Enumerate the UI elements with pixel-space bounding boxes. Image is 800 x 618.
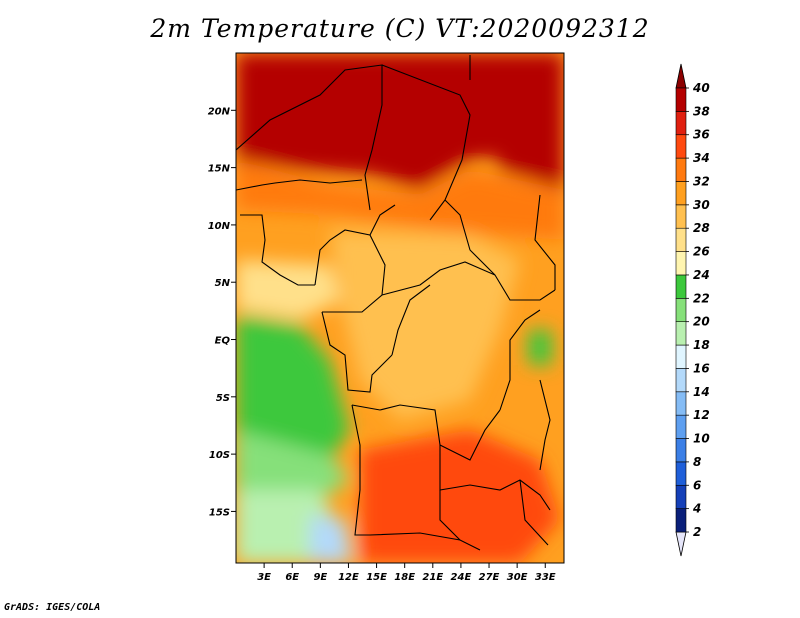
region-congo-basin xyxy=(330,230,520,420)
x-tick-label: 15E xyxy=(366,572,387,583)
region-lake-victoria xyxy=(528,330,552,365)
colorbar-swatch xyxy=(675,461,687,486)
colorbar-label: 16 xyxy=(693,361,710,375)
region-benguela-coast xyxy=(310,515,352,563)
colorbar-label: 36 xyxy=(693,128,710,142)
colorbar-swatch xyxy=(675,484,687,509)
y-tick-label: 20N xyxy=(208,106,231,117)
colorbar-swatch xyxy=(675,251,687,276)
border-line xyxy=(391,284,431,356)
border-line xyxy=(381,64,471,221)
colorbar-swatch xyxy=(675,298,687,322)
colorbar-swatch xyxy=(675,274,687,299)
colorbar-swatch xyxy=(675,391,687,416)
y-axis: 20N 15N 10N 5N EQ 5S 10S 15S xyxy=(208,106,236,518)
colorbar-swatch xyxy=(675,344,687,369)
colorbar-label: 12 xyxy=(693,408,710,422)
x-tick-label: 33E xyxy=(535,572,556,583)
x-tick-label: 6E xyxy=(285,572,299,583)
colorbar-label: 10 xyxy=(693,432,710,446)
colorbar-label: 38 xyxy=(693,104,710,118)
colorbar-label: 40 xyxy=(692,81,710,95)
y-tick-label: 5S xyxy=(216,393,230,404)
colorbar-swatch xyxy=(675,508,687,533)
colorbar-label: 28 xyxy=(693,221,710,235)
x-tick-label: 12E xyxy=(338,572,359,583)
region-angola-zambia xyxy=(360,430,560,563)
colorbar-top-triangle xyxy=(675,63,687,89)
y-tick-label: 10N xyxy=(208,221,231,232)
colorbar-swatch xyxy=(675,87,687,112)
field-regions xyxy=(236,53,564,563)
colorbar-label: 20 xyxy=(693,315,710,329)
border-line xyxy=(240,214,315,286)
border-line xyxy=(444,199,496,276)
temperature-field xyxy=(236,53,564,563)
y-tick-label: 15S xyxy=(209,507,230,518)
border-line xyxy=(351,404,481,551)
border-line xyxy=(236,179,363,191)
x-tick-label: 30E xyxy=(507,572,528,583)
colorbar-label: 4 xyxy=(692,502,701,516)
region-sudan xyxy=(470,70,564,190)
x-tick-label: 18E xyxy=(394,572,415,583)
colorbar-swatch xyxy=(675,368,687,393)
border-line xyxy=(534,194,556,290)
border-line xyxy=(322,234,386,313)
x-tick-label: 27E xyxy=(479,572,500,583)
border-line xyxy=(539,379,551,471)
colorbar-label: 26 xyxy=(693,245,710,259)
colorbar-label: 34 xyxy=(693,151,710,165)
y-tick-label: 5N xyxy=(215,278,231,289)
colorbar-label: 8 xyxy=(693,455,701,469)
colorbar-swatch xyxy=(675,181,687,206)
colorbar-label: 30 xyxy=(693,198,710,212)
colorbar-swatch xyxy=(675,111,687,136)
colorbar-swatch xyxy=(675,134,687,159)
colorbar-swatch xyxy=(675,227,687,252)
region-atlantic-near-equator xyxy=(236,315,350,460)
border-line xyxy=(519,479,549,546)
map-frame xyxy=(235,52,565,564)
chart-title: 2m Temperature (C) VT:2020092312 xyxy=(150,14,650,43)
colorbar-label: 6 xyxy=(693,478,701,492)
colorbar-swatch xyxy=(675,157,687,182)
region-gulf-of-guinea-coast xyxy=(236,260,340,320)
grads-credit: GrADS: IGES/COLA xyxy=(4,602,101,613)
map-plot: 3E 6E 9E 12E 15E 18E 21E 24E 27E 30E 33E 20N 15N 10N… xyxy=(208,52,565,583)
colorbar-swatch xyxy=(675,438,687,463)
colorbar-label: 22 xyxy=(693,291,710,305)
y-tick-label: EQ xyxy=(215,336,231,347)
border-line xyxy=(314,204,396,286)
y-tick-label: 15N xyxy=(208,164,231,175)
x-axis: 3E 6E 9E 12E 15E 18E 21E 24E 27E 30E 33E xyxy=(257,563,556,583)
x-tick-label: 9E xyxy=(313,572,327,583)
colorbar-label: 24 xyxy=(693,268,710,282)
colorbar-swatch xyxy=(675,204,687,229)
x-tick-label: 21E xyxy=(422,572,443,583)
border-line xyxy=(381,261,556,301)
x-tick-label: 3E xyxy=(257,572,271,583)
x-tick-label: 24E xyxy=(451,572,472,583)
border-line xyxy=(439,490,461,541)
border-line xyxy=(499,309,541,411)
border-line xyxy=(351,404,501,461)
colorbar-label: 18 xyxy=(693,338,710,352)
country-borders xyxy=(236,55,556,551)
y-tick-label: 10S xyxy=(209,450,230,461)
colorbar-swatch xyxy=(675,321,687,346)
colorbar-label: 14 xyxy=(693,385,710,399)
colorbar-label: 2 xyxy=(693,525,701,539)
region-atlantic-10s xyxy=(236,430,350,500)
colorbar-swatch xyxy=(675,414,687,439)
colorbar-bottom-triangle xyxy=(675,531,687,557)
colorbar-label: 32 xyxy=(693,174,710,188)
region-sahel xyxy=(236,160,564,240)
border-line xyxy=(321,311,393,393)
